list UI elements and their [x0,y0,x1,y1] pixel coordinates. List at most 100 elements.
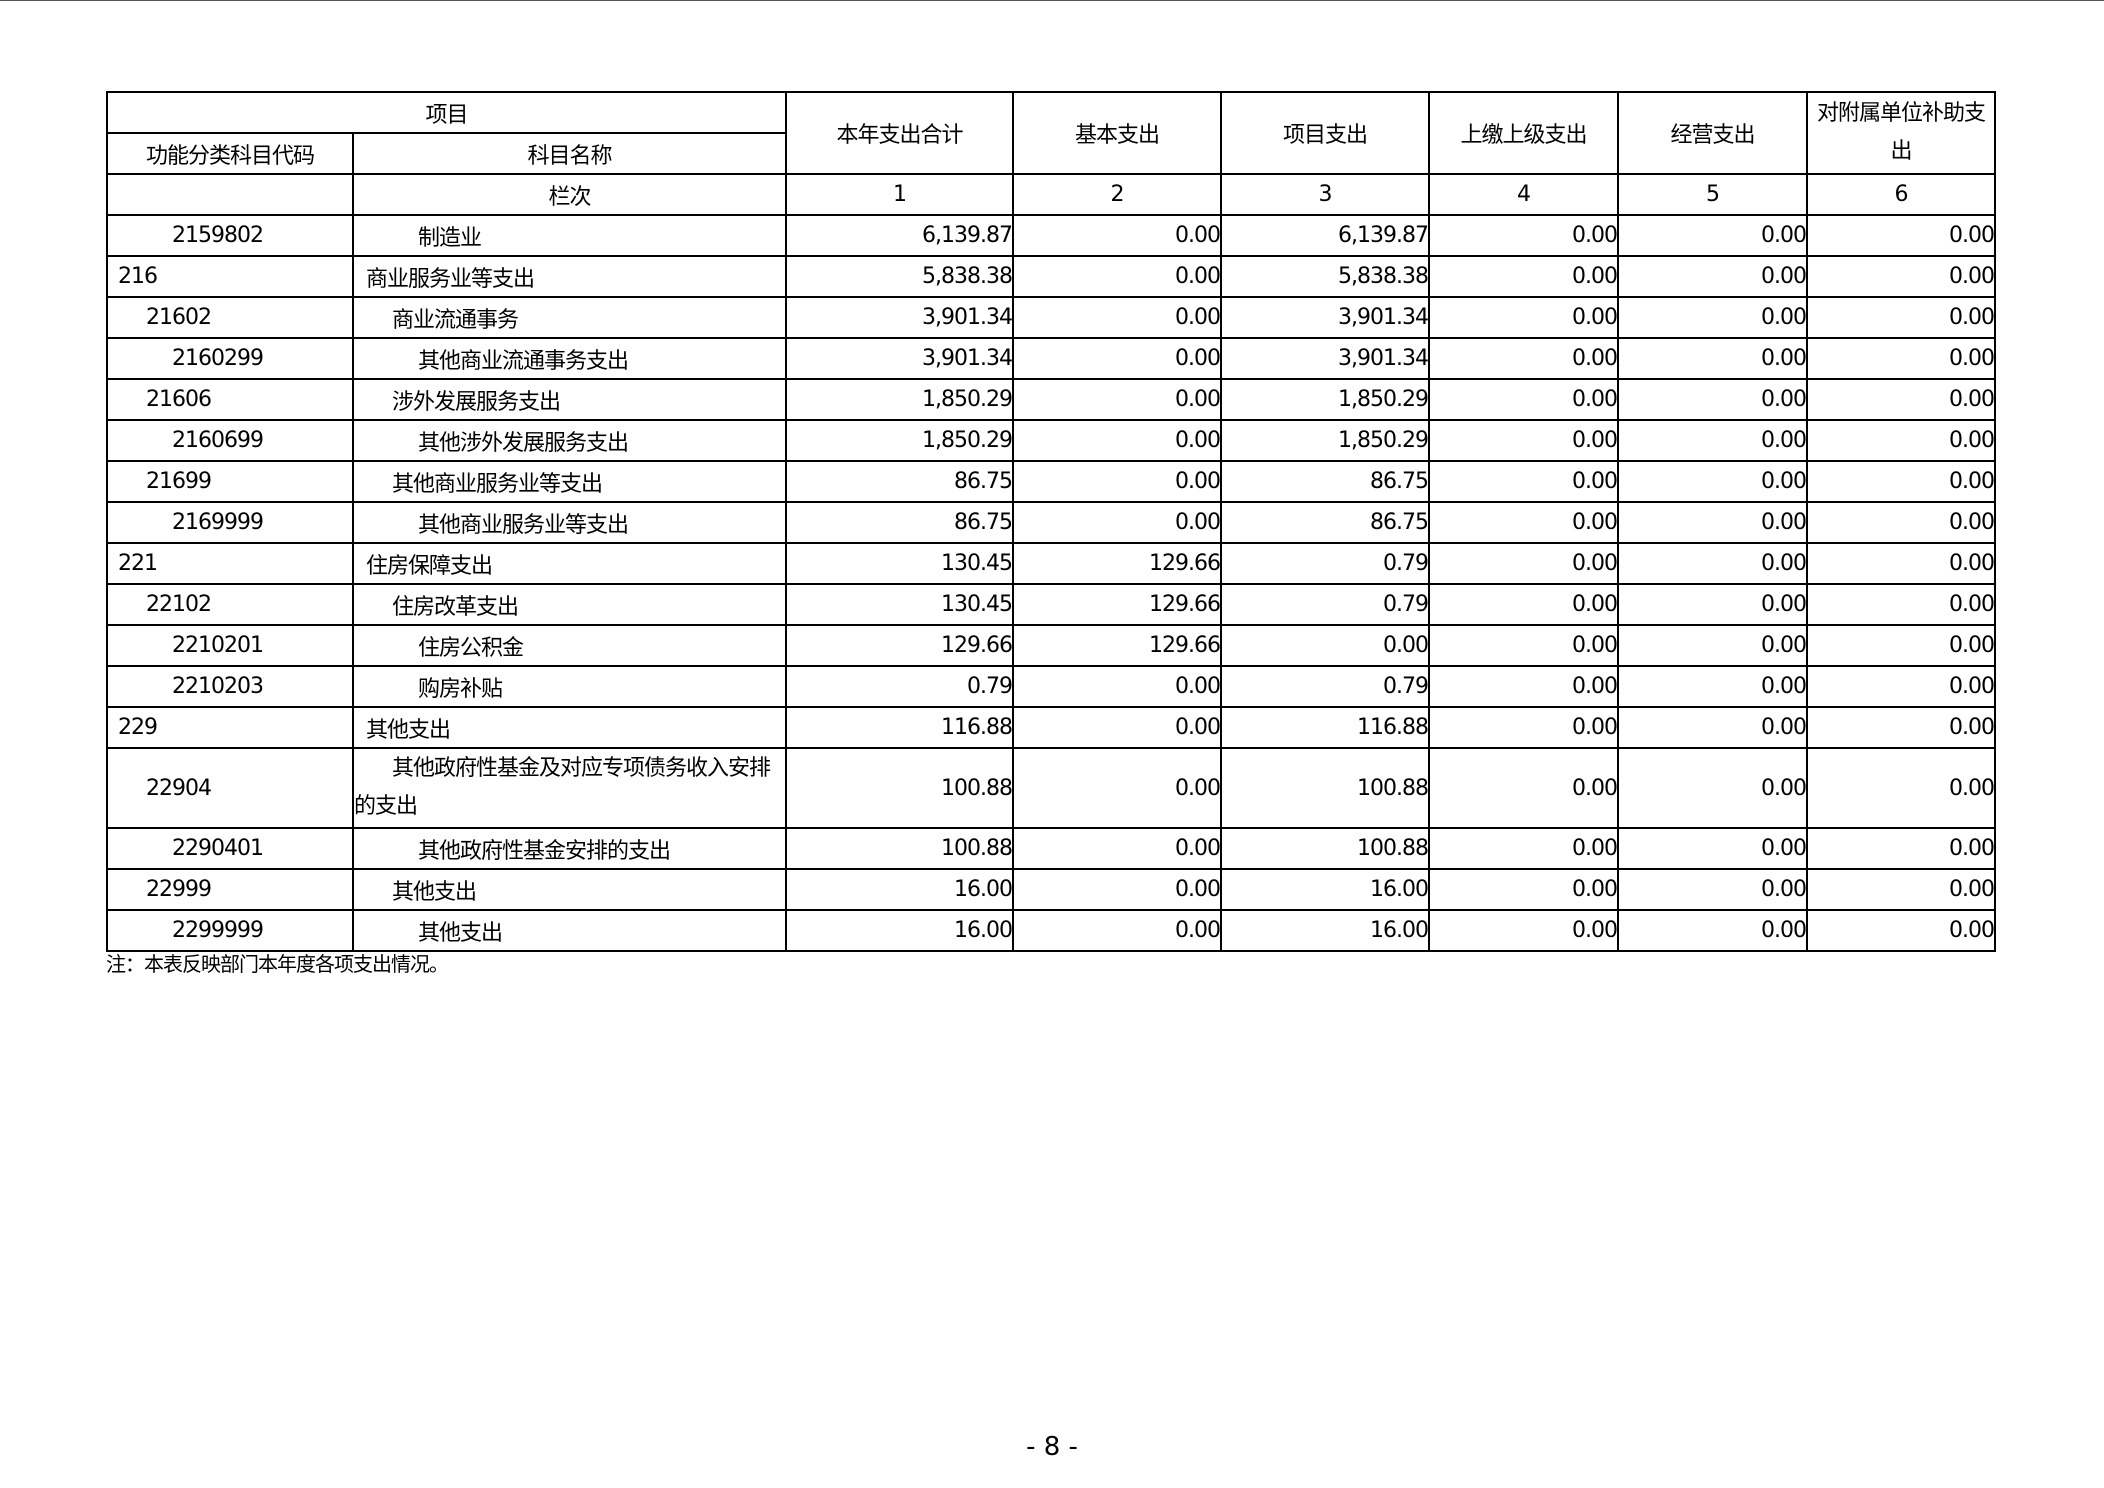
row-value-col-4: 0.00 [1428,706,1620,749]
row-value-col-6: 0.00 [1806,214,1997,257]
row-value-col-2: 0.00 [1012,501,1223,544]
row-name: 涉外发展服务支出 [351,378,788,421]
header-col-4: 上缴上级支出 [1428,91,1620,175]
table-row: 2299999 其他支出 16.00 0.00 16.00 0.00 0.00 0.00 [106,909,1997,952]
row-value-col-5: 0.00 [1617,501,1809,544]
row-name: 制造业 [351,214,788,257]
row-value-col-4: 0.00 [1428,868,1620,911]
row-name: 住房保障支出 [351,542,788,585]
row-code: 2160699 [106,419,354,462]
row-code: 21602 [106,296,354,339]
row-value-col-2: 0.00 [1012,665,1223,708]
row-value-col-2: 0.00 [1012,419,1223,462]
row-value-col-3: 3,901.34 [1220,296,1431,339]
row-value-col-2: 0.00 [1012,378,1223,421]
row-value-col-2: 129.66 [1012,542,1223,585]
row-name: 购房补贴 [351,665,788,708]
row-value-col-2: 0.00 [1012,827,1223,870]
row-value-col-6: 0.00 [1806,827,1997,870]
row-value-col-2: 129.66 [1012,624,1223,667]
row-value-col-5: 0.00 [1617,706,1809,749]
row-value-col-1: 3,901.34 [785,337,1015,380]
row-value-col-2: 0.00 [1012,909,1223,952]
row-value-col-5: 0.00 [1617,255,1809,298]
row-value-col-4: 0.00 [1428,419,1620,462]
row-value-col-6: 0.00 [1806,624,1997,667]
table-row: 2290401 其他政府性基金安排的支出 100.88 0.00 100.88 0.00 0… [106,827,1997,870]
row-value-col-2: 0.00 [1012,214,1223,257]
row-value-col-1: 116.88 [785,706,1015,749]
row-value-col-4: 0.00 [1428,747,1620,829]
row-code: 22999 [106,868,354,911]
table-row: 2160699 其他涉外发展服务支出 1,850.29 0.00 1,850.29 0.0… [106,419,1997,462]
expenditure-table: 项目 本年支出合计 基本支出 项目支出 上缴上级支出 经营支出 对附属单位补助支… [105,91,1997,952]
row-value-col-6: 0.00 [1806,706,1997,749]
header-code: 功能分类科目代码 [106,132,354,175]
header-name: 科目名称 [351,132,788,175]
row-code: 2210203 [106,665,354,708]
row-value-col-3: 0.79 [1220,583,1431,626]
row-name: 其他政府性基金安排的支出 [351,827,788,870]
row-value-col-1: 100.88 [785,827,1015,870]
row-value-col-5: 0.00 [1617,378,1809,421]
row-value-col-3: 0.79 [1220,665,1431,708]
row-code: 216 [106,255,354,298]
row-value-col-1: 5,838.38 [785,255,1015,298]
header-col-6: 对附属单位补助支出 [1806,91,1997,175]
row-value-col-1: 86.75 [785,501,1015,544]
row-code: 22102 [106,583,354,626]
row-value-col-5: 0.00 [1617,583,1809,626]
row-value-col-2: 129.66 [1012,583,1223,626]
table-row: 21699 其他商业服务业等支出 86.75 0.00 86.75 0.00 0.00 0.0… [106,460,1997,503]
table-row: 216 商业服务业等支出 5,838.38 0.00 5,838.38 0.00 0.00 0… [106,255,1997,298]
row-code: 2160299 [106,337,354,380]
row-value-col-6: 0.00 [1806,868,1997,911]
row-value-col-2: 0.00 [1012,868,1223,911]
row-code: 2290401 [106,827,354,870]
row-value-col-3: 100.88 [1220,747,1431,829]
row-code: 2169999 [106,501,354,544]
col-number-3: 3 [1220,173,1431,216]
row-name: 其他支出 [351,868,788,911]
row-value-col-3: 5,838.38 [1220,255,1431,298]
row-value-col-4: 0.00 [1428,909,1620,952]
row-value-col-4: 0.00 [1428,542,1620,585]
col-number-1: 1 [785,173,1015,216]
row-value-col-3: 0.00 [1220,624,1431,667]
row-value-col-6: 0.00 [1806,255,1997,298]
row-value-col-3: 1,850.29 [1220,378,1431,421]
row-value-col-3: 0.79 [1220,542,1431,585]
table-note: 注：本表反映部门本年度各项支出情况。 [106,952,449,976]
col-number-6: 6 [1806,173,1997,216]
row-value-col-6: 0.00 [1806,460,1997,503]
row-name: 其他涉外发展服务支出 [351,419,788,462]
table-row: 2169999 其他商业服务业等支出 86.75 0.00 86.75 0.00 0.00 0… [106,501,1997,544]
row-value-col-3: 116.88 [1220,706,1431,749]
row-name: 其他支出 [351,909,788,952]
row-value-col-1: 3,901.34 [785,296,1015,339]
table-row: 2159802 制造业 6,139.87 0.00 6,139.87 0.00 0.00 0.… [106,214,1997,257]
row-value-col-2: 0.00 [1012,706,1223,749]
row-value-col-5: 0.00 [1617,665,1809,708]
row-value-col-2: 0.00 [1012,460,1223,503]
row-value-col-6: 0.00 [1806,665,1997,708]
header-col-5: 经营支出 [1617,91,1809,175]
row-code: 21699 [106,460,354,503]
table-row: 221 住房保障支出 130.45 129.66 0.79 0.00 0.00 0.00 [106,542,1997,585]
table-row: 2160299 其他商业流通事务支出 3,901.34 0.00 3,901.34 0.0… [106,337,1997,380]
table-row: 21602 商业流通事务 3,901.34 0.00 3,901.34 0.00 0.00 0… [106,296,1997,339]
row-name: 商业流通事务 [351,296,788,339]
row-value-col-3: 86.75 [1220,460,1431,503]
row-value-col-5: 0.00 [1617,747,1809,829]
row-value-col-6: 0.00 [1806,583,1997,626]
row-value-col-4: 0.00 [1428,501,1620,544]
row-name: 其他商业服务业等支出 [351,460,788,503]
row-code: 2159802 [106,214,354,257]
row-value-col-4: 0.00 [1428,665,1620,708]
row-name: 商业服务业等支出 [351,255,788,298]
row-code: 21606 [106,378,354,421]
table-row: 22904 其他政府性基金及对应专项债务收入安排的支出 100.88 0.00 100.… [106,747,1997,829]
row-value-col-4: 0.00 [1428,337,1620,380]
header-col-1: 本年支出合计 [785,91,1015,175]
col-number-2: 2 [1012,173,1223,216]
